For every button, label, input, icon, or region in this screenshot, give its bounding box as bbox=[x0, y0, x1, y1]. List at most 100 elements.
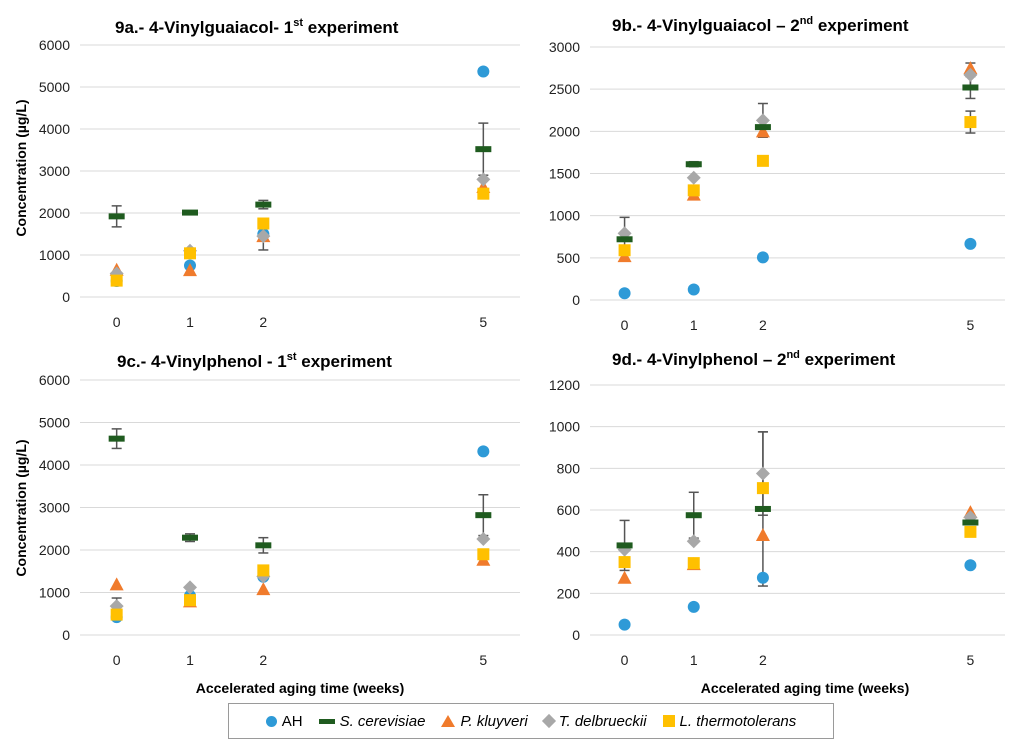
x-axis-label: Accelerated aging time (weeks) bbox=[701, 680, 910, 696]
legend-item-td: T. delbrueckii bbox=[541, 712, 647, 730]
y-tick-label: 1000 bbox=[39, 247, 70, 263]
panel-title: 9b.- 4-Vinylguaiacol – 2nd experiment bbox=[612, 15, 909, 35]
y-axis-label: Concentration (µg/L) bbox=[13, 99, 29, 236]
y-tick-label: 2000 bbox=[39, 542, 70, 558]
x-tick-label: 0 bbox=[113, 652, 121, 668]
data-point-lt bbox=[964, 116, 977, 129]
data-point-lt bbox=[184, 594, 196, 607]
x-tick-label: 2 bbox=[259, 314, 267, 330]
data-point-td bbox=[755, 113, 770, 128]
data-point-sc bbox=[475, 512, 492, 519]
data-point-td bbox=[256, 229, 271, 244]
data-point-td bbox=[183, 580, 197, 595]
y-tick-label: 400 bbox=[557, 544, 581, 560]
data-point-td bbox=[686, 534, 701, 549]
y-tick-label: 2000 bbox=[549, 123, 580, 139]
chart-panel-2: 9b.- 4-Vinylguaiacol – 2nd experiment050… bbox=[549, 15, 1005, 333]
data-point-lt bbox=[477, 548, 490, 561]
data-point-sc bbox=[754, 505, 771, 512]
x-tick-label: 2 bbox=[759, 317, 767, 333]
y-tick-label: 2000 bbox=[39, 205, 70, 221]
data-point-lt bbox=[756, 154, 769, 167]
data-point-lt bbox=[964, 525, 977, 538]
y-tick-label: 0 bbox=[62, 627, 70, 643]
data-point-td bbox=[963, 67, 978, 82]
data-point-td bbox=[476, 531, 491, 546]
data-point-ah bbox=[687, 283, 700, 296]
data-point-pk bbox=[109, 577, 124, 591]
data-point-ah bbox=[618, 287, 631, 300]
data-point-td bbox=[476, 172, 491, 187]
legend-label: L. thermotolerans bbox=[679, 712, 797, 730]
x-tick-label: 1 bbox=[690, 652, 698, 668]
data-point-sc bbox=[616, 542, 633, 549]
data-point-sc bbox=[685, 161, 702, 168]
data-point-td bbox=[755, 466, 770, 481]
data-point-sc bbox=[108, 213, 125, 220]
y-tick-label: 3000 bbox=[549, 39, 580, 55]
x-tick-label: 1 bbox=[186, 652, 194, 668]
y-tick-label: 3000 bbox=[39, 500, 70, 516]
legend-marker-circle bbox=[265, 715, 277, 727]
data-point-lt bbox=[687, 184, 700, 197]
legend-marker-square bbox=[662, 715, 675, 727]
x-axis-label: Accelerated aging time (weeks) bbox=[196, 680, 405, 696]
y-tick-label: 200 bbox=[557, 585, 581, 601]
data-point-ah bbox=[756, 571, 769, 584]
data-point-lt bbox=[687, 557, 700, 570]
chart-figure: 9a.- 4-Vinylguaiacol- 1st experiment0100… bbox=[13, 15, 1005, 696]
data-point-lt bbox=[257, 564, 270, 577]
legend-marker-triangle bbox=[441, 715, 456, 727]
x-tick-label: 2 bbox=[259, 652, 267, 668]
legend-item-ah: AH bbox=[265, 713, 303, 730]
data-point-ah bbox=[964, 559, 977, 572]
panel-title: 9d.- 4-Vinylphenol – 2nd experiment bbox=[612, 349, 896, 369]
legend-label: S. cerevisiae bbox=[339, 712, 426, 730]
legend-label: P. kluyveri bbox=[460, 712, 528, 730]
y-tick-label: 3000 bbox=[39, 163, 70, 179]
y-axis-label: Concentration (µg/L) bbox=[13, 439, 29, 576]
y-tick-label: 1200 bbox=[549, 377, 580, 393]
panel-title: 9c.- 4-Vinylphenol - 1st experiment bbox=[117, 351, 392, 371]
data-point-pk bbox=[963, 61, 978, 75]
chart-legend: AH S. cerevisiae P. kluyveri T. delbrueckii… bbox=[228, 703, 834, 739]
data-point-sc bbox=[255, 542, 272, 549]
data-point-sc bbox=[255, 201, 272, 208]
x-tick-label: 1 bbox=[186, 314, 194, 330]
y-tick-label: 0 bbox=[62, 289, 70, 305]
y-tick-label: 4000 bbox=[39, 121, 70, 137]
legend-label: T. delbrueckii bbox=[558, 712, 647, 730]
data-point-sc bbox=[754, 124, 771, 131]
chart-panel-3: 9c.- 4-Vinylphenol - 1st experiment 0 1000… bbox=[39, 351, 520, 668]
legend-marker-dash bbox=[318, 718, 335, 724]
data-point-sc bbox=[475, 146, 492, 153]
data-point-ah bbox=[687, 600, 700, 613]
data-point-pk bbox=[755, 124, 770, 138]
data-point-lt bbox=[110, 608, 123, 621]
data-point-lt bbox=[618, 244, 631, 257]
data-point-pk bbox=[256, 582, 271, 596]
data-point-ah bbox=[756, 251, 769, 264]
data-point-sc bbox=[182, 534, 198, 541]
data-point-lt bbox=[756, 482, 769, 495]
data-point-sc bbox=[616, 236, 633, 243]
legend-item-sc: S. cerevisiae bbox=[318, 712, 426, 730]
y-tick-label: 1500 bbox=[549, 166, 580, 182]
data-point-sc bbox=[962, 84, 979, 91]
data-point-pk bbox=[183, 263, 197, 277]
legend-item-pk: P. kluyveri bbox=[441, 712, 528, 730]
panel-title: 9a.- 4-Vinylguaiacol- 1st experiment bbox=[115, 17, 399, 37]
legend-marker-diamond bbox=[541, 713, 556, 729]
chart-panel-1: 9a.- 4-Vinylguaiacol- 1st experiment 0 100… bbox=[39, 17, 520, 330]
y-tick-label: 4000 bbox=[39, 457, 70, 473]
data-point-lt bbox=[618, 556, 631, 569]
x-tick-label: 2 bbox=[759, 652, 767, 668]
y-tick-label: 500 bbox=[557, 250, 581, 266]
y-tick-label: 600 bbox=[557, 502, 581, 518]
data-point-td bbox=[686, 170, 701, 185]
data-point-ah bbox=[964, 237, 977, 250]
y-tick-label: 2500 bbox=[549, 81, 580, 97]
y-tick-label: 5000 bbox=[39, 415, 70, 431]
data-point-pk bbox=[755, 528, 770, 541]
y-tick-label: 1000 bbox=[549, 208, 580, 224]
